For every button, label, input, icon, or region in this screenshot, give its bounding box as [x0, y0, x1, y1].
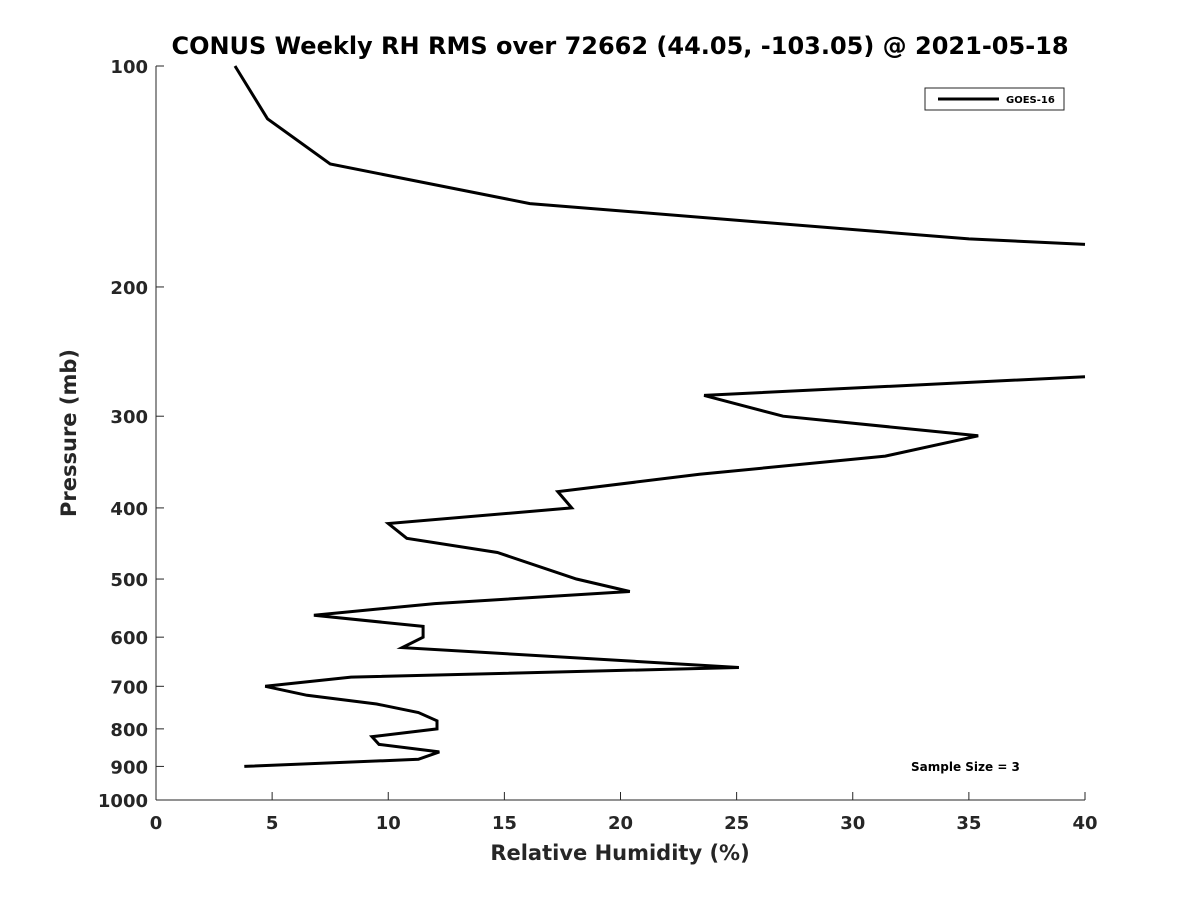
x-tick-label: 0 — [150, 813, 163, 834]
sample-size-annotation: Sample Size = 3 — [911, 760, 1020, 774]
y-ticks: 100 200 300 400 500 600 700 800 900 1000 — [98, 57, 164, 812]
series-line-goes-16 — [233, 65, 1086, 768]
x-tick-label: 5 — [266, 813, 279, 834]
x-tick-label: 30 — [840, 813, 865, 834]
legend-entry: GOES-16 — [1006, 95, 1055, 106]
y-tick-label: 700 — [110, 677, 148, 698]
chart-title: CONUS Weekly RH RMS over 72662 (44.05, -… — [171, 32, 1068, 60]
y-tick-label: 600 — [110, 628, 148, 649]
x-tick-label: 40 — [1072, 813, 1097, 834]
y-tick-label: 500 — [110, 570, 148, 591]
x-ticks: 0 5 10 15 20 25 30 35 40 — [150, 792, 1098, 834]
legend: GOES-16 — [924, 87, 1065, 111]
x-axis-label: Relative Humidity (%) — [490, 841, 749, 865]
y-axis-label: Pressure (mb) — [57, 349, 81, 517]
x-tick-label: 15 — [492, 813, 517, 834]
x-tick-label: 20 — [608, 813, 633, 834]
series-layer — [233, 65, 1086, 768]
x-tick-label: 35 — [956, 813, 981, 834]
y-tick-label: 100 — [110, 57, 148, 78]
y-tick-label: 400 — [110, 499, 148, 520]
y-tick-label: 300 — [110, 407, 148, 428]
y-tick-label: 200 — [110, 278, 148, 299]
y-tick-label: 1000 — [98, 791, 148, 812]
x-tick-label: 25 — [724, 813, 749, 834]
y-tick-label: 800 — [110, 720, 148, 741]
x-tick-label: 10 — [376, 813, 401, 834]
y-tick-label: 900 — [110, 757, 148, 778]
